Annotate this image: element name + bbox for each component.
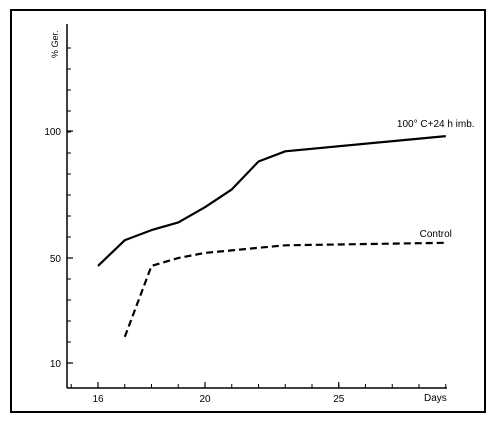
data-series: 100° C+24 h imb. Control (97, 119, 475, 338)
series-line-treated (97, 135, 446, 267)
series-line-control (123, 241, 446, 338)
y-tick-label: 100 (44, 127, 61, 138)
x-tick-label: 20 (199, 394, 211, 405)
series-label-control: Control (420, 229, 452, 240)
y-tick-label: 50 (50, 254, 62, 265)
chart-axes (66, 24, 447, 389)
chart-labels: % Ger. Days (50, 30, 447, 404)
x-axis-label: Days (424, 393, 447, 404)
x-tick-label: 25 (333, 394, 345, 405)
y-axis-label: % Ger. (50, 30, 60, 58)
x-tick-label: 16 (92, 394, 104, 405)
axis-ticks: 16 20 25 10 50 100 (44, 47, 447, 405)
chart-frame (10, 9, 486, 413)
y-tick-label: 10 (50, 359, 62, 370)
series-label-treated: 100° C+24 h imb. (397, 119, 475, 130)
